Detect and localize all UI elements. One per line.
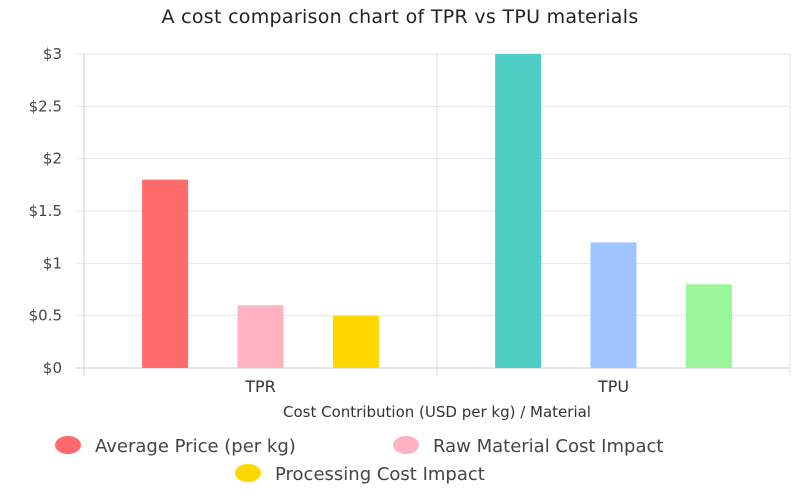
y-tick-label: $1 xyxy=(43,254,62,272)
bar xyxy=(590,242,637,368)
y-tick-labels: $0 $0.5 $1 $1.5 $2 $2.5 $3 xyxy=(29,45,62,377)
legend: Average Price (per kg) Raw Material Cost … xyxy=(55,436,663,485)
bar xyxy=(685,284,732,368)
legend-label: Processing Cost Impact xyxy=(275,464,485,485)
x-category-label: TPR xyxy=(244,377,276,396)
x-category-labels: TPR TPU xyxy=(244,377,629,396)
bar xyxy=(332,315,379,368)
y-tick-label: $2 xyxy=(43,150,62,168)
x-axis-title: Cost Contribution (USD per kg) / Materia… xyxy=(283,403,591,421)
legend-swatch xyxy=(393,436,419,454)
legend-label: Raw Material Cost Impact xyxy=(433,436,663,457)
y-tick-label: $0 xyxy=(43,359,62,377)
legend-swatch xyxy=(55,436,81,454)
bar xyxy=(237,305,284,368)
y-tick-label: $3 xyxy=(43,45,62,63)
y-tick-label: $2.5 xyxy=(29,97,62,115)
bars xyxy=(142,54,732,368)
bar xyxy=(495,54,542,368)
y-tick-label: $0.5 xyxy=(29,307,62,325)
y-tick-label: $1.5 xyxy=(29,202,62,220)
bar xyxy=(142,179,189,368)
legend-label: Average Price (per kg) xyxy=(95,436,296,457)
chart-title: A cost comparison chart of TPR vs TPU ma… xyxy=(161,6,639,28)
legend-swatch xyxy=(235,464,261,482)
x-category-label: TPU xyxy=(597,377,629,396)
